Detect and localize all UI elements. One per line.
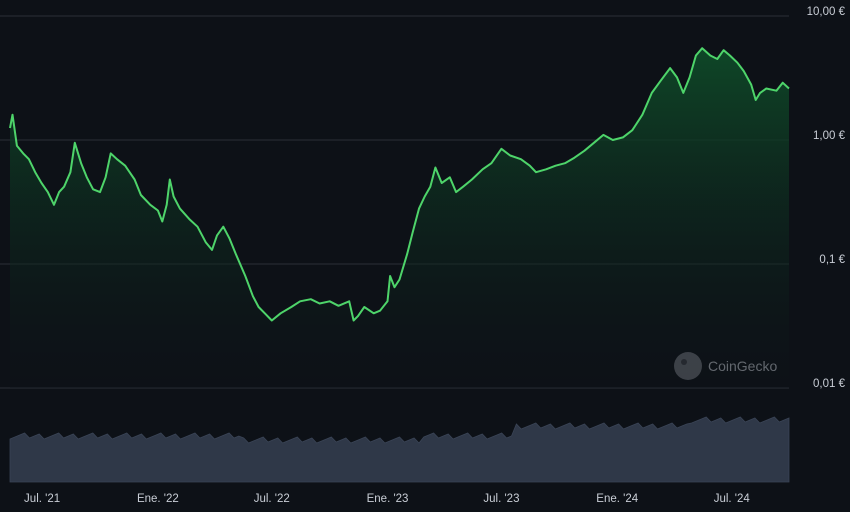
price-line	[9, 47, 790, 322]
x-tick-label: Jul. '21	[24, 493, 60, 505]
x-tick-label: Jul. '22	[254, 493, 290, 505]
x-tick-label: Jul. '24	[714, 493, 751, 505]
y-tick-label: 1,00 €	[813, 130, 846, 142]
x-tick-label: Ene. '22	[137, 493, 179, 505]
x-axis-ticks: Jul. '21 Ene. '22 Jul. '22 Ene. '23 Jul. '23…	[24, 493, 750, 505]
price-series-line	[9, 47, 790, 322]
price-area-fill	[10, 48, 789, 388]
x-tick-label: Jul. '23	[483, 493, 519, 505]
x-tick-label: Ene. '24	[596, 493, 638, 505]
y-tick-label: 10,00 €	[807, 6, 846, 18]
coingecko-logo-icon	[674, 352, 702, 380]
y-tick-label: 0,1 €	[819, 254, 845, 266]
x-tick-label: Ene. '23	[367, 493, 409, 505]
y-tick-label: 0,01 €	[813, 378, 846, 390]
volume-area	[9, 416, 790, 483]
y-axis-ticks: 10,00 € 1,00 € 0,1 € 0,01 €	[807, 6, 846, 390]
price-area	[10, 48, 789, 388]
watermark-text: CoinGecko	[708, 358, 777, 374]
coingecko-watermark: CoinGecko	[674, 352, 777, 380]
volume-bars	[9, 416, 790, 483]
